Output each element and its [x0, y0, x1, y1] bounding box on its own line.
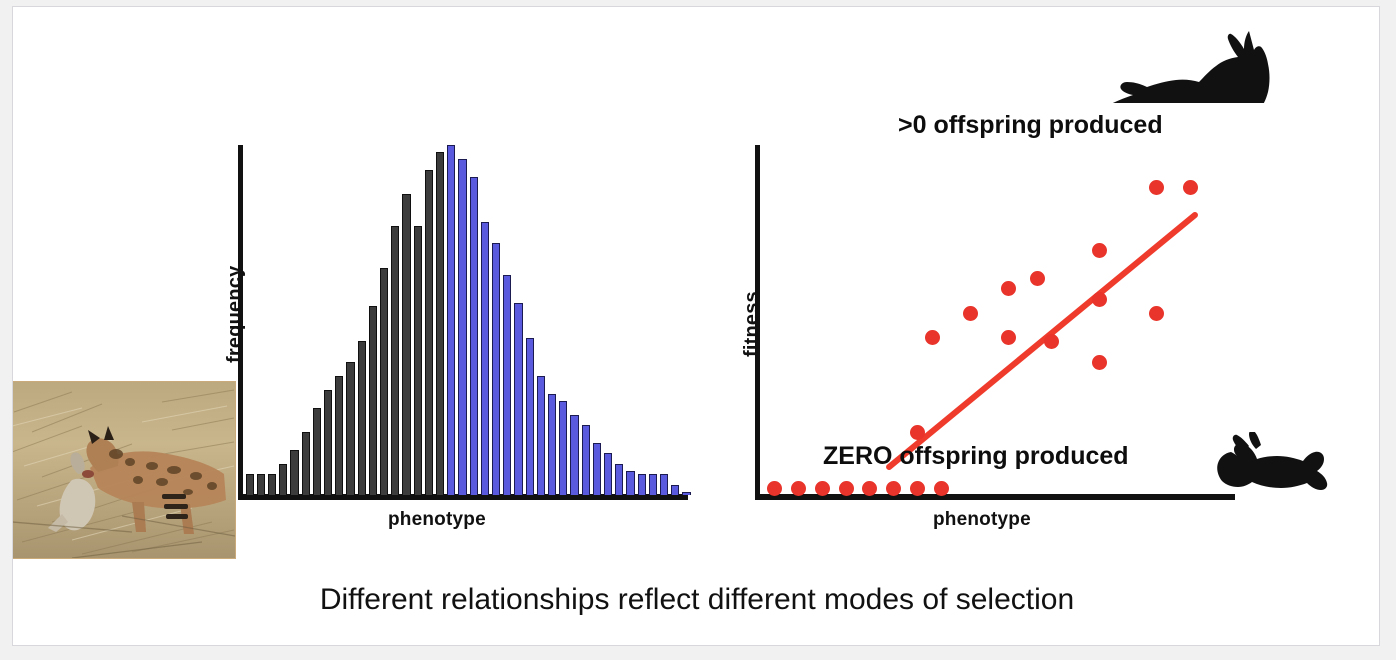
histogram-bar — [267, 474, 277, 495]
annotation-offspring-produced: >0 offspring produced — [898, 111, 1163, 139]
scatter-point — [962, 305, 978, 321]
histogram-bar — [301, 432, 310, 495]
leaping-rabbit-icon — [1053, 23, 1273, 103]
scatter-point — [1044, 333, 1060, 349]
scatter-point — [910, 480, 926, 496]
histogram-bar — [458, 159, 467, 495]
scatter-point — [790, 480, 806, 496]
histogram-bar — [570, 414, 579, 495]
histogram-bar — [626, 470, 635, 495]
scatter-point — [838, 480, 854, 496]
histogram-bar — [402, 194, 411, 495]
scatter-x-axis — [755, 494, 1235, 500]
scatter-point — [934, 480, 950, 496]
scatter-point — [924, 330, 940, 345]
histogram-panel: frequency phenotype — [188, 127, 698, 547]
scatter-plot-area — [760, 145, 1238, 496]
scatter-point — [1091, 291, 1107, 307]
histogram-bar — [312, 407, 321, 495]
histogram-bar — [637, 474, 646, 495]
histogram-bar — [357, 341, 366, 495]
histogram-bar — [525, 337, 534, 495]
histogram-bar — [424, 169, 433, 495]
scatter-y-axis — [755, 145, 760, 497]
histogram-bar — [279, 463, 288, 495]
histogram-bar — [660, 474, 669, 495]
histogram-bar — [469, 176, 478, 495]
histogram-bar — [335, 376, 344, 495]
trend-line — [886, 212, 1198, 470]
scatter-point — [1029, 270, 1045, 286]
histogram-bar — [581, 425, 590, 495]
slide-canvas: frequency phenotype fitness phenotype >0… — [12, 6, 1380, 646]
histogram-bar — [559, 400, 568, 495]
scatter-point — [1001, 281, 1017, 296]
histogram-bar — [547, 393, 557, 495]
scatter-point — [1091, 354, 1107, 370]
slide-caption: Different relationships reflect differen… — [319, 583, 1075, 616]
scatter-point — [1149, 179, 1165, 195]
histogram-bar — [491, 243, 501, 495]
scatter-point — [766, 480, 782, 496]
histogram-bar — [413, 225, 422, 495]
histogram-bar — [648, 474, 658, 495]
histogram-bar — [245, 474, 254, 495]
histogram-bar — [346, 362, 355, 495]
histogram-bar — [503, 274, 512, 495]
dead-rabbit-icon — [1213, 432, 1333, 494]
scatter-point — [1091, 242, 1107, 258]
histogram-bar — [682, 491, 691, 495]
histogram-bar — [323, 390, 333, 495]
histogram-x-axis — [238, 494, 688, 500]
bobcat-photo — [13, 381, 236, 559]
scatter-point — [910, 424, 926, 440]
histogram-bar — [536, 376, 545, 495]
histogram-bar — [447, 145, 456, 495]
scatter-point — [886, 480, 902, 496]
histogram-bars — [244, 145, 692, 495]
histogram-bar — [604, 453, 613, 495]
histogram-y-axis — [238, 145, 243, 497]
histogram-bar — [514, 302, 523, 495]
histogram-bar — [290, 449, 299, 495]
histogram-bar — [368, 306, 377, 495]
scatter-point — [814, 480, 830, 496]
histogram-x-axis-label: phenotype — [388, 509, 486, 530]
histogram-bar — [592, 442, 601, 495]
scatter-point — [1149, 305, 1165, 321]
histogram-bar — [391, 225, 400, 495]
annotation-zero-offspring: ZERO offspring produced — [823, 442, 1129, 470]
histogram-bar — [615, 463, 624, 495]
histogram-bar — [480, 222, 489, 495]
histogram-bar — [379, 267, 389, 495]
scatter-x-axis-label: phenotype — [933, 509, 1031, 530]
scatter-point — [1001, 330, 1017, 345]
scatter-panel: fitness phenotype — [703, 127, 1243, 547]
histogram-bar — [256, 474, 265, 495]
scatter-point — [862, 480, 878, 496]
scatter-point — [1182, 179, 1198, 195]
histogram-bar — [671, 484, 680, 495]
histogram-bar — [435, 152, 445, 495]
